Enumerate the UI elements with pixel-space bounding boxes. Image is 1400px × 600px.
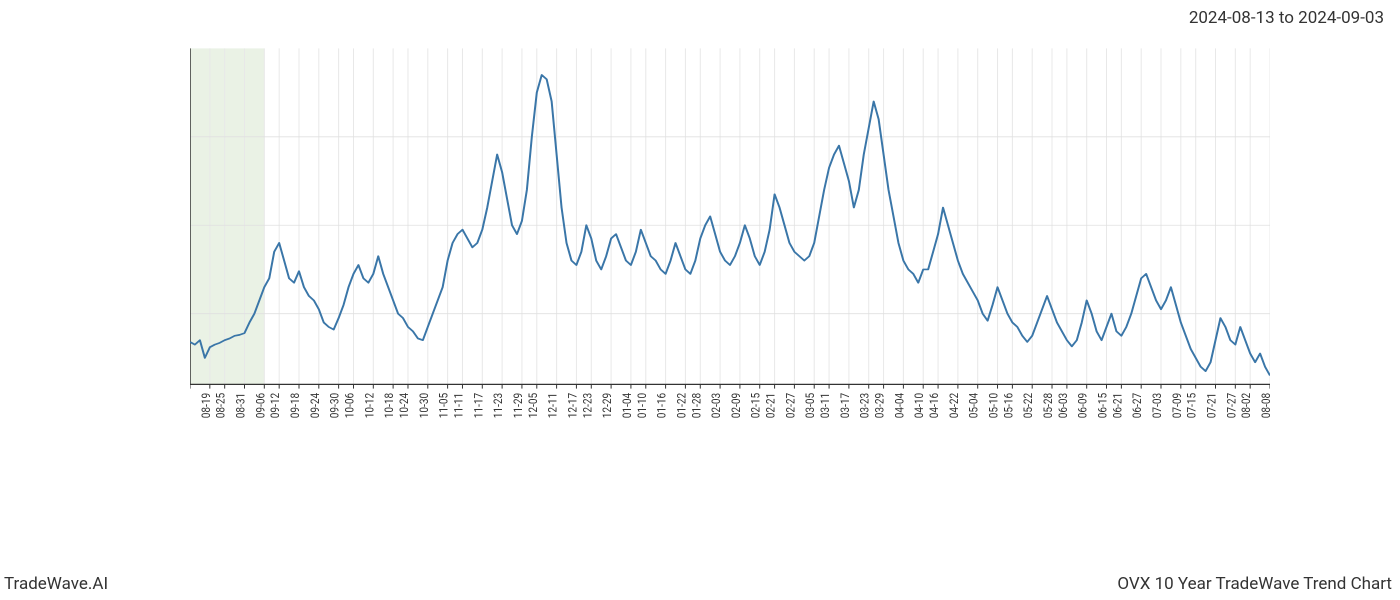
x-tick-label: 12-29 xyxy=(600,393,614,418)
x-tick-label: 07-27 xyxy=(1224,393,1238,418)
x-tick-label: 04-16 xyxy=(927,393,941,418)
x-tick-label: 10-30 xyxy=(417,393,431,418)
x-tick-label: 09-06 xyxy=(253,393,267,418)
x-tick-label: 01-10 xyxy=(635,393,649,418)
x-tick-label: 06-15 xyxy=(1096,393,1110,418)
x-tick-label: 08-13 xyxy=(190,393,193,418)
x-tick-label: 12-05 xyxy=(526,393,540,418)
x-tick-label: 01-28 xyxy=(689,393,703,418)
x-tick-label: 08-25 xyxy=(214,393,228,418)
x-tick-label: 11-05 xyxy=(437,393,451,418)
x-tick-label: 12-17 xyxy=(566,393,580,418)
x-tick-label: 11-29 xyxy=(511,393,525,418)
x-tick-label: 10-24 xyxy=(397,393,411,418)
x-tick-label: 11-23 xyxy=(491,393,505,418)
x-tick-label: 06-09 xyxy=(1076,393,1090,418)
x-tick-label: 09-18 xyxy=(288,393,302,418)
x-tick-label: 12-23 xyxy=(580,393,594,418)
x-tick-label: 08-02 xyxy=(1239,393,1253,418)
x-tick-label: 08-31 xyxy=(234,393,248,418)
x-tick-label: 10-18 xyxy=(382,393,396,418)
x-tick-label: 01-22 xyxy=(675,393,689,418)
x-tick-label: 07-15 xyxy=(1185,393,1199,418)
x-tick-label: 01-04 xyxy=(620,393,634,418)
x-tick-label: 02-09 xyxy=(729,393,743,418)
x-tick-label: 09-30 xyxy=(328,393,342,418)
x-tick-label: 05-04 xyxy=(967,393,981,418)
trend-chart: 30.0%40.0%50.0%08-1308-1908-2508-3109-06… xyxy=(190,40,1270,460)
x-tick-label: 04-10 xyxy=(912,393,926,418)
x-tick-label: 10-12 xyxy=(362,393,376,418)
x-tick-label: 04-22 xyxy=(947,393,961,418)
x-tick-label: 05-16 xyxy=(1002,393,1016,418)
x-tick-label: 05-10 xyxy=(987,393,1001,418)
x-tick-label: 03-11 xyxy=(818,393,832,418)
x-tick-label: 09-24 xyxy=(308,393,322,418)
x-tick-label: 02-15 xyxy=(749,393,763,418)
x-tick-label: 04-04 xyxy=(893,393,907,418)
x-tick-label: 07-03 xyxy=(1150,393,1164,418)
x-tick-label: 02-21 xyxy=(764,393,778,418)
x-tick-label: 06-27 xyxy=(1130,393,1144,418)
x-tick-label: 10-06 xyxy=(343,393,357,418)
brand-label: TradeWave.AI xyxy=(4,574,108,594)
highlight-band xyxy=(190,48,264,384)
x-tick-label: 07-21 xyxy=(1205,393,1219,418)
x-tick-label: 12-11 xyxy=(546,393,560,418)
x-tick-label: 05-22 xyxy=(1021,393,1035,418)
x-tick-label: 11-11 xyxy=(452,393,466,418)
x-tick-label: 08-08 xyxy=(1259,393,1270,418)
x-tick-label: 06-21 xyxy=(1111,393,1125,418)
x-tick-label: 03-17 xyxy=(838,393,852,418)
x-tick-label: 02-03 xyxy=(709,393,723,418)
x-tick-label: 07-09 xyxy=(1170,393,1184,418)
chart-title-label: OVX 10 Year TradeWave Trend Chart xyxy=(1117,574,1392,594)
x-tick-label: 03-29 xyxy=(873,393,887,418)
x-tick-label: 09-12 xyxy=(268,393,282,418)
x-tick-label: 03-05 xyxy=(803,393,817,418)
date-range-label: 2024-08-13 to 2024-09-03 xyxy=(1189,8,1384,28)
x-tick-label: 03-23 xyxy=(858,393,872,418)
x-tick-label: 05-28 xyxy=(1041,393,1055,418)
x-tick-label: 08-19 xyxy=(199,393,213,418)
x-tick-label: 01-16 xyxy=(655,393,669,418)
x-tick-label: 11-17 xyxy=(471,393,485,418)
x-tick-label: 06-03 xyxy=(1056,393,1070,418)
x-tick-label: 02-27 xyxy=(784,393,798,418)
